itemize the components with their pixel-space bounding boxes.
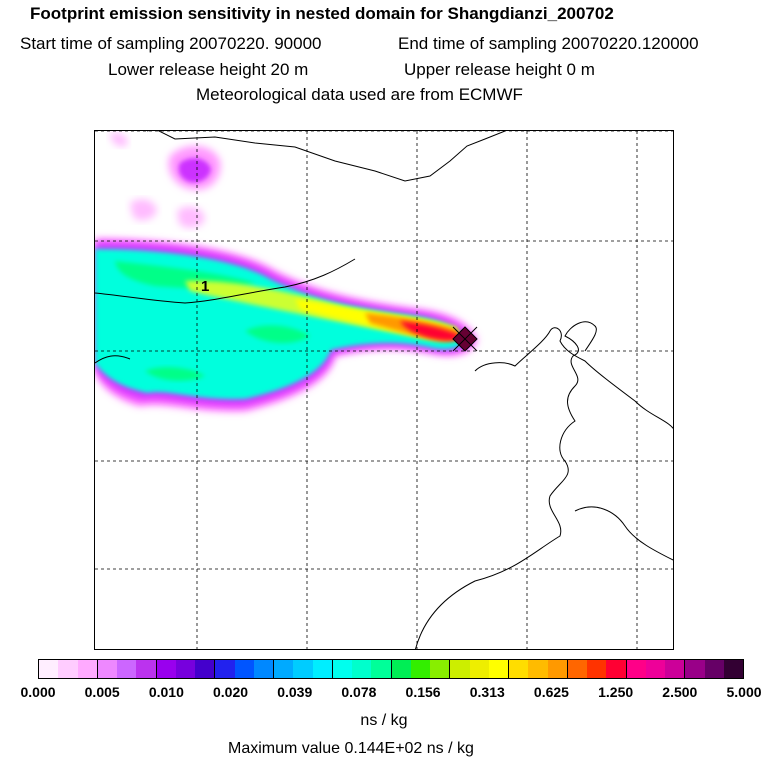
coastlines (95, 131, 673, 649)
colorbar-tick-label: 0.625 (533, 684, 569, 700)
colorbar-ticks: 0.000 0.005 0.010 0.020 0.039 0.078 0.156 0.313… (0, 684, 768, 704)
plume-patch-north-4 (177, 206, 205, 228)
upper-release-text: Upper release height 0 m (404, 60, 595, 79)
colorbar-swatch (312, 660, 333, 678)
colorbar-swatch (58, 660, 78, 678)
colorbar-swatch (117, 660, 137, 678)
colorbar-swatch (332, 660, 352, 678)
colorbar-swatch (469, 660, 489, 678)
diamond-marker-icon (452, 326, 478, 352)
colorbar-tick-label: 0.078 (341, 684, 377, 700)
colorbar-tick-label: 2.500 (662, 684, 698, 700)
colorbar-swatch (97, 660, 117, 678)
plume-patch-north-3 (130, 199, 157, 221)
plume-patch-north-2 (178, 158, 211, 183)
plot-title: Footprint emission sensitivity in nested… (30, 4, 614, 23)
colorbar-swatch (587, 660, 607, 678)
southern-coast (574, 506, 673, 561)
colorbar-swatch (723, 660, 743, 678)
colorbar-tick-label: 0.005 (84, 684, 120, 700)
lower-release-text: Lower release height 20 m (108, 60, 309, 79)
colorbar-unit: ns / kg (360, 712, 408, 729)
colorbar (38, 659, 744, 679)
colorbar-tick-label: 0.313 (469, 684, 505, 700)
colorbar-swatch (215, 660, 235, 678)
colorbar-swatch (136, 660, 157, 678)
plume-green-2 (145, 367, 205, 381)
footprint-map: 1 (94, 130, 674, 650)
colorbar-swatch (626, 660, 646, 678)
maximum-value-text: Maximum value 0.144E+02 ns / kg (228, 740, 474, 757)
start-sampling-text: Start time of sampling 20070220. 90000 (20, 34, 322, 53)
colorbar-swatch (253, 660, 274, 678)
colorbar-tick-label: 1.250 (598, 684, 634, 700)
colorbar-swatch (685, 660, 705, 678)
colorbar-swatch (567, 660, 587, 678)
location-marker-label: 1 (201, 278, 209, 295)
colorbar-swatch (293, 660, 313, 678)
colorbar-tick-label: 0.020 (213, 684, 249, 700)
colorbar-tick-label: 0.000 (20, 684, 56, 700)
map-grid (95, 131, 673, 649)
colorbar-swatch (547, 660, 568, 678)
colorbar-tick-label: 0.010 (148, 684, 184, 700)
colorbar-swatch (704, 660, 724, 678)
colorbar-swatch (509, 660, 529, 678)
colorbar-swatch (450, 660, 470, 678)
colorbar-swatch (665, 660, 686, 678)
colorbar-swatch (195, 660, 216, 678)
met-data-text: Meteorological data used are from ECMWF (196, 85, 523, 104)
colorbar-swatch (371, 660, 392, 678)
plume-patch-north-5 (110, 132, 128, 147)
colorbar-swatch (156, 660, 176, 678)
colorbar-swatch (528, 660, 548, 678)
northern-boundary (147, 131, 506, 182)
inland-border-1 (95, 258, 356, 304)
colorbar-tick-label: 0.156 (405, 684, 441, 700)
map-canvas: 1 (95, 131, 673, 649)
colorbar-swatch (77, 660, 98, 678)
plume-red (400, 321, 460, 341)
colorbar-tick-label: 5.000 (726, 684, 762, 700)
colorbar-swatch (645, 660, 665, 678)
bay-coast (415, 321, 597, 649)
plume-green-3 (245, 325, 310, 343)
end-sampling-text: End time of sampling 20070220.120000 (398, 34, 699, 53)
colorbar-swatch (488, 660, 509, 678)
emission-plume (95, 132, 477, 412)
colorbar-swatch (606, 660, 627, 678)
colorbar-swatch (430, 660, 451, 678)
peninsula (474, 327, 673, 430)
plume-green-1 (115, 261, 255, 289)
colorbar-swatch (39, 660, 59, 678)
colorbar-tick-label: 0.039 (277, 684, 313, 700)
colorbar-swatch (274, 660, 294, 678)
colorbar-swatch (234, 660, 254, 678)
colorbar-swatch (410, 660, 430, 678)
colorbar-swatch (391, 660, 411, 678)
inland-border-2 (95, 355, 131, 364)
colorbar-swatch (175, 660, 195, 678)
colorbar-swatch (352, 660, 372, 678)
